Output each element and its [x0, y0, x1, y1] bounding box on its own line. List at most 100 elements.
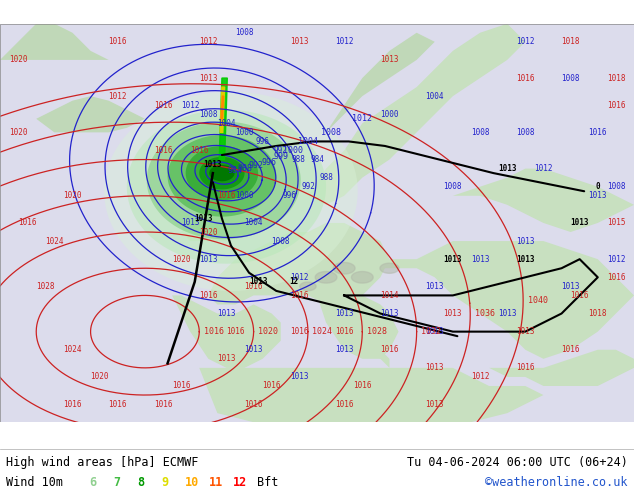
Text: Bft: Bft [257, 476, 279, 489]
Text: 1012: 1012 [290, 273, 308, 282]
Text: 1008: 1008 [199, 110, 217, 119]
Text: 1013: 1013 [249, 277, 268, 286]
Text: 1013: 1013 [217, 309, 236, 318]
Text: 1016: 1016 [18, 219, 36, 227]
Text: 1040: 1040 [527, 296, 548, 305]
Text: 9: 9 [161, 476, 168, 489]
Text: 1020: 1020 [91, 372, 109, 381]
Text: 1013: 1013 [425, 364, 444, 372]
Text: 1008: 1008 [516, 128, 534, 137]
Text: 1013: 1013 [380, 55, 399, 64]
Polygon shape [290, 33, 435, 178]
Polygon shape [215, 167, 256, 189]
Text: 1013: 1013 [571, 219, 589, 227]
Text: 984: 984 [310, 155, 324, 164]
Polygon shape [36, 96, 145, 132]
Text: 1016: 1016 [516, 74, 534, 82]
Text: 1020: 1020 [199, 227, 217, 237]
Text: Wind 10m: Wind 10m [6, 476, 63, 489]
Text: 988: 988 [319, 173, 333, 182]
Text: 1014: 1014 [380, 291, 399, 300]
Text: 1013: 1013 [290, 372, 308, 381]
Text: 12: 12 [233, 476, 247, 489]
Text: 1016: 1016 [290, 291, 308, 300]
Polygon shape [240, 152, 267, 167]
Text: 1013: 1013 [380, 309, 399, 318]
Text: 1008: 1008 [561, 74, 580, 82]
Text: 996: 996 [256, 137, 269, 146]
Text: 1013: 1013 [425, 282, 444, 291]
Text: 984: 984 [228, 166, 243, 175]
Text: 1016: 1016 [571, 291, 589, 300]
Text: 1013: 1013 [335, 309, 353, 318]
Text: 1016: 1016 [63, 399, 82, 409]
Text: 1013: 1013 [335, 345, 353, 354]
Text: 1013: 1013 [561, 282, 580, 291]
Polygon shape [199, 157, 245, 190]
Polygon shape [221, 96, 224, 119]
Text: 1020: 1020 [9, 128, 27, 137]
Text: 1016: 1016 [244, 399, 263, 409]
Text: 1013: 1013 [588, 191, 607, 200]
Polygon shape [317, 286, 399, 359]
Text: 1013: 1013 [498, 164, 517, 173]
Text: 1016: 1016 [335, 327, 353, 336]
Polygon shape [127, 110, 326, 264]
Polygon shape [0, 24, 127, 60]
Text: 7: 7 [113, 476, 120, 489]
Text: 1004: 1004 [425, 92, 444, 100]
Text: 1013: 1013 [217, 354, 236, 363]
Polygon shape [199, 368, 543, 422]
Text: 1016: 1016 [226, 327, 245, 336]
Text: ©weatheronline.co.uk: ©weatheronline.co.uk [485, 476, 628, 489]
Polygon shape [186, 146, 258, 200]
Text: 1016: 1016 [380, 345, 399, 354]
Text: 1013: 1013 [181, 219, 200, 227]
Text: 1012: 1012 [199, 37, 217, 47]
Polygon shape [228, 160, 261, 177]
Text: 1013: 1013 [199, 255, 217, 264]
Text: 1028: 1028 [36, 282, 55, 291]
Text: 1016: 1016 [154, 399, 172, 409]
Text: 1013: 1013 [425, 327, 444, 336]
Text: 1013: 1013 [498, 309, 517, 318]
Text: 1016: 1016 [108, 37, 127, 47]
Text: 1016: 1016 [154, 146, 172, 155]
Text: 1012: 1012 [335, 37, 353, 47]
Text: 1013: 1013 [195, 214, 213, 223]
Polygon shape [435, 169, 634, 232]
Polygon shape [380, 263, 399, 273]
Text: 1016: 1016 [561, 345, 580, 354]
Text: High wind areas [hPa] ECMWF: High wind areas [hPa] ECMWF [6, 456, 198, 468]
Polygon shape [209, 223, 389, 304]
Text: 1008: 1008 [471, 128, 489, 137]
Text: 1012: 1012 [108, 92, 127, 100]
Polygon shape [219, 78, 228, 160]
Text: 1016: 1016 [244, 282, 263, 291]
Text: 1018: 1018 [607, 74, 625, 82]
Text: 0: 0 [595, 182, 600, 191]
Text: 1013: 1013 [471, 255, 489, 264]
Text: 1004: 1004 [244, 219, 263, 227]
Text: 1024: 1024 [63, 345, 82, 354]
Text: 1013: 1013 [444, 255, 462, 264]
Text: 1013: 1013 [444, 309, 462, 318]
Text: 1016: 1016 [588, 128, 607, 137]
Polygon shape [333, 263, 355, 274]
Text: 1020: 1020 [63, 191, 82, 200]
Text: 1016: 1016 [262, 382, 281, 391]
Text: 1020: 1020 [258, 327, 278, 336]
Text: 1036: 1036 [475, 309, 495, 318]
Text: 1016: 1016 [607, 273, 625, 282]
Polygon shape [344, 241, 634, 359]
Text: 1020: 1020 [172, 255, 190, 264]
Text: 1012: 1012 [607, 255, 625, 264]
Polygon shape [209, 165, 235, 181]
Text: 1016: 1016 [353, 382, 372, 391]
Text: 992: 992 [301, 182, 315, 191]
Text: 1008: 1008 [235, 28, 254, 37]
Text: 1012: 1012 [181, 101, 200, 110]
Text: 1008: 1008 [607, 182, 625, 191]
Text: 1004: 1004 [217, 119, 236, 128]
Text: 996: 996 [283, 191, 297, 200]
